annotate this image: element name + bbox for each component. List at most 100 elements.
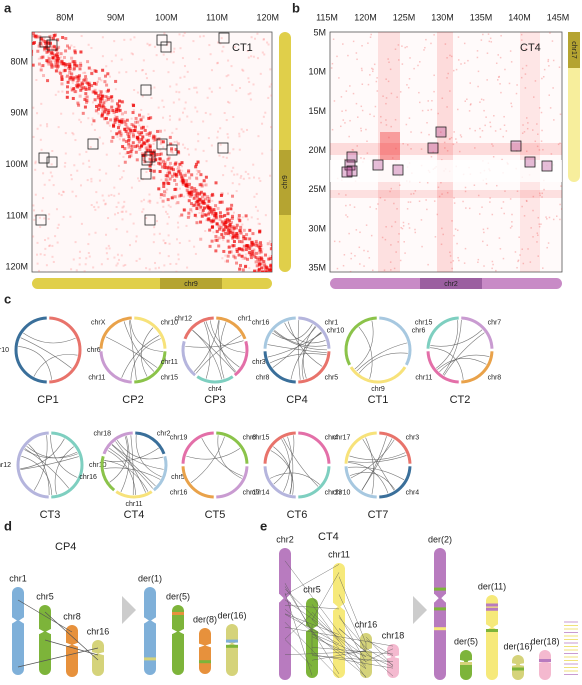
contact bbox=[222, 239, 225, 242]
contact bbox=[105, 233, 108, 236]
circos-chord bbox=[270, 472, 320, 485]
contact bbox=[196, 178, 199, 181]
contact bbox=[231, 214, 235, 218]
contact bbox=[239, 225, 243, 229]
contact bbox=[192, 40, 195, 43]
contact bbox=[267, 257, 271, 261]
contact bbox=[409, 57, 411, 59]
rearrangement-link bbox=[284, 564, 340, 596]
contact bbox=[65, 62, 69, 66]
contact bbox=[168, 118, 171, 121]
contact bbox=[452, 69, 455, 72]
circos-label: chr12 bbox=[0, 462, 11, 469]
contact bbox=[264, 253, 268, 257]
contact bbox=[58, 192, 61, 195]
contact bbox=[84, 72, 87, 75]
contact bbox=[90, 47, 93, 50]
highlight-box bbox=[140, 168, 152, 180]
contact bbox=[157, 187, 161, 191]
contact bbox=[547, 58, 550, 61]
contact bbox=[54, 64, 58, 68]
contact bbox=[367, 83, 370, 86]
contact bbox=[269, 174, 272, 177]
contact bbox=[421, 109, 424, 112]
contact bbox=[48, 244, 51, 247]
circos-chord bbox=[283, 438, 319, 487]
contact bbox=[153, 233, 156, 236]
contact bbox=[101, 68, 105, 72]
contact bbox=[172, 172, 176, 176]
contact bbox=[115, 108, 119, 112]
contact bbox=[224, 234, 227, 237]
contact bbox=[381, 236, 384, 239]
contact bbox=[133, 36, 136, 39]
circos-chord bbox=[18, 346, 52, 380]
contact bbox=[148, 157, 152, 161]
contact bbox=[275, 250, 278, 253]
circos-label: chrX bbox=[91, 319, 106, 326]
circos-chord bbox=[354, 320, 374, 370]
contact bbox=[269, 68, 272, 71]
contact bbox=[182, 143, 185, 146]
contact bbox=[60, 61, 63, 64]
contact bbox=[519, 254, 521, 256]
contact bbox=[174, 187, 178, 191]
contact bbox=[49, 63, 52, 66]
circos-label: chr15 bbox=[252, 434, 270, 441]
contact bbox=[200, 211, 204, 215]
contact bbox=[210, 208, 214, 212]
contact bbox=[190, 186, 194, 190]
contact bbox=[122, 205, 125, 208]
contact bbox=[356, 145, 358, 147]
circos-name: CT7 bbox=[368, 509, 389, 521]
contact bbox=[360, 157, 362, 159]
contact bbox=[240, 128, 243, 131]
contact bbox=[134, 116, 138, 120]
contact bbox=[181, 57, 184, 60]
contact bbox=[135, 158, 139, 162]
contact bbox=[86, 60, 90, 64]
contact bbox=[396, 208, 398, 210]
contact bbox=[253, 176, 256, 179]
contact bbox=[173, 195, 177, 199]
contact bbox=[210, 239, 214, 243]
contact bbox=[541, 77, 543, 80]
circos-label: chr1 bbox=[325, 319, 339, 326]
contact bbox=[167, 169, 171, 173]
circos-arc bbox=[196, 375, 234, 384]
contact bbox=[84, 86, 88, 90]
contact bbox=[101, 112, 105, 116]
contact bbox=[55, 66, 59, 70]
contact bbox=[477, 194, 480, 197]
contact bbox=[104, 108, 108, 112]
contact bbox=[181, 111, 184, 114]
contact bbox=[72, 68, 76, 72]
contact bbox=[73, 45, 76, 48]
contact bbox=[99, 92, 103, 96]
contact bbox=[163, 129, 166, 132]
contact bbox=[145, 147, 149, 151]
contact bbox=[175, 238, 178, 241]
contact bbox=[498, 237, 501, 239]
contact bbox=[239, 263, 243, 267]
contact bbox=[97, 77, 101, 81]
contact bbox=[224, 219, 228, 223]
contact bbox=[423, 49, 425, 51]
circos-chord bbox=[349, 472, 396, 490]
contact bbox=[511, 213, 513, 216]
contact bbox=[527, 248, 529, 250]
contact bbox=[194, 194, 198, 198]
x-tick-label: 90M bbox=[107, 12, 125, 22]
contact bbox=[75, 75, 79, 79]
contact bbox=[433, 200, 436, 202]
contact bbox=[78, 94, 82, 98]
circos-arc bbox=[298, 351, 331, 384]
contact bbox=[34, 36, 37, 39]
contact bbox=[100, 79, 103, 82]
contact bbox=[106, 96, 110, 100]
contact bbox=[224, 260, 227, 263]
contact bbox=[204, 111, 207, 114]
contact bbox=[177, 169, 181, 173]
contact bbox=[194, 165, 198, 169]
contact bbox=[109, 118, 113, 122]
